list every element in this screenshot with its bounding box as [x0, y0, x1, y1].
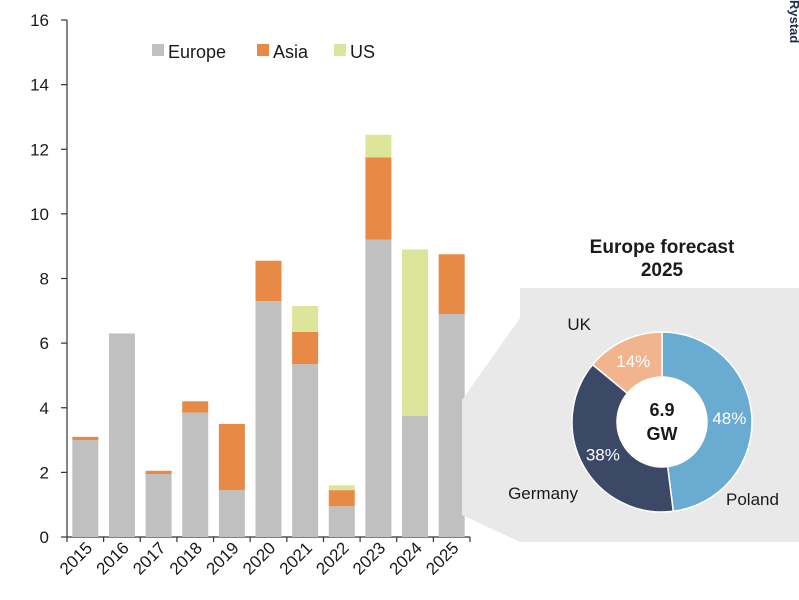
y-tick-label: 12	[30, 140, 49, 159]
bar-europe-2023	[365, 239, 392, 537]
y-ticks: 0 2 4 6 8 10 12 14 16	[30, 11, 67, 547]
bar-asia-2017	[145, 470, 172, 474]
x-tick-label: 2023	[349, 538, 389, 578]
y-tick-label: 0	[40, 528, 49, 547]
donut-center-value: 6.9	[649, 400, 674, 420]
y-tick-label: 8	[40, 270, 49, 289]
y-tick-label: 2	[40, 463, 49, 482]
bars	[72, 134, 465, 537]
bar-us-2022	[328, 485, 355, 491]
donut-hole	[617, 377, 707, 467]
donut-slice-name-poland: Poland	[726, 490, 779, 509]
bar-asia-2025	[438, 254, 465, 315]
legend-label-asia: Asia	[273, 42, 309, 62]
bar-europe-2015	[72, 440, 99, 537]
bar-asia-2015	[72, 436, 99, 441]
legend-swatch-us	[334, 44, 346, 56]
bar-asia-2019	[218, 423, 245, 491]
europe-forecast-inset: Europe forecast 2025 48% Poland 38% Germany…	[462, 237, 799, 542]
bar-europe-2025	[438, 314, 465, 537]
donut-pct-label: 48%	[712, 409, 746, 428]
x-tick-label: 2018	[166, 538, 206, 578]
donut-pct-label: 14%	[616, 352, 650, 371]
x-tick-label: 2022	[312, 538, 352, 578]
bar-europe-2022	[328, 506, 355, 537]
bar-europe-2024	[402, 415, 429, 537]
donut-slice-name-germany: Germany	[508, 484, 578, 503]
bar-asia-2023	[365, 157, 392, 240]
legend-label-europe: Europe	[168, 42, 226, 62]
x-ticks: 2015201620172018201920202021202220232024…	[56, 537, 471, 579]
bar-europe-2021	[292, 364, 319, 537]
bar-europe-2020	[255, 301, 282, 537]
x-tick-label: 2024	[386, 538, 426, 578]
donut-pct-label: 38%	[586, 446, 620, 465]
donut-center-unit: GW	[647, 424, 678, 444]
x-tick-label: 2020	[239, 538, 279, 578]
donut-slice-name-uk: UK	[567, 315, 591, 334]
legend: Europe Asia US	[152, 42, 375, 62]
bar-europe-2017	[145, 473, 172, 537]
y-tick-label: 6	[40, 334, 49, 353]
bar-europe-2018	[182, 412, 209, 537]
y-tick-label: 10	[30, 205, 49, 224]
y-tick-label: 16	[30, 11, 49, 30]
x-tick-label: 2017	[129, 538, 169, 578]
bar-us-2021	[292, 305, 319, 332]
y-tick-label: 14	[30, 76, 49, 95]
bar-asia-2020	[255, 260, 282, 302]
bar-asia-2018	[182, 401, 209, 413]
legend-swatch-europe	[152, 44, 164, 56]
x-tick-label: 2015	[56, 538, 96, 578]
bar-europe-2016	[108, 333, 135, 537]
x-tick-label: 2019	[203, 538, 243, 578]
x-tick-label: 2016	[93, 538, 133, 578]
legend-label-us: US	[350, 42, 375, 62]
bar-europe-2019	[218, 490, 245, 537]
bar-us-2023	[365, 134, 392, 158]
bar-us-2024	[402, 249, 429, 416]
x-tick-label: 2021	[276, 538, 316, 578]
inset-title-line-1: Europe forecast	[590, 237, 735, 258]
legend-swatch-asia	[257, 44, 269, 56]
bar-asia-2021	[292, 331, 319, 365]
brand-label: Rystad	[787, 0, 799, 43]
bar-asia-2022	[328, 490, 355, 507]
y-tick-label: 4	[40, 399, 49, 418]
x-tick-label: 2025	[422, 538, 462, 578]
inset-title-line-2: 2025	[641, 260, 684, 281]
